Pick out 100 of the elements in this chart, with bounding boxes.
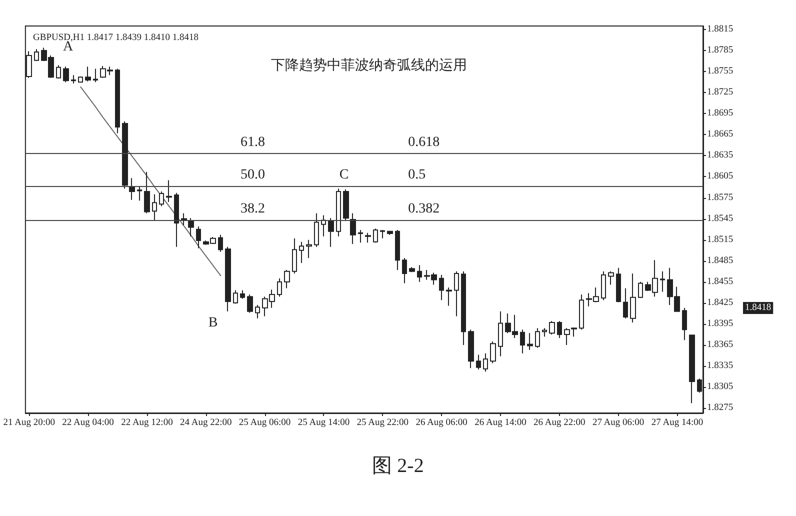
candlestick: [277, 278, 282, 298]
x-tick-label: 21 Aug 20:00: [3, 418, 56, 428]
candlestick: [336, 188, 341, 237]
candlestick: [520, 329, 525, 354]
annotation: 50.0: [240, 167, 266, 182]
candlestick: [601, 270, 606, 301]
annotation: 38.2: [240, 202, 266, 217]
x-tick-label: 25 Aug 06:00: [238, 418, 291, 428]
candlestick: [247, 294, 253, 314]
line-series: [80, 86, 222, 276]
candlestick: [181, 212, 187, 226]
candlestick: [93, 68, 98, 83]
candlestick: [299, 241, 304, 264]
candlestick: [660, 270, 665, 292]
x-tick-label: 26 Aug 06:00: [416, 418, 468, 428]
x-tick-label: 24 Aug 22:00: [180, 418, 232, 428]
candlestick: [188, 218, 194, 237]
candlestick: [152, 194, 157, 221]
candlestick: [549, 320, 555, 335]
x-tick-label: 26 Aug 14:00: [474, 418, 527, 428]
candlestick: [446, 287, 452, 306]
candlestick: [34, 48, 39, 62]
candlestick: [402, 258, 407, 284]
candlestick: [240, 290, 245, 300]
y-tick-label: 1.8425: [707, 298, 734, 308]
candlestick: [409, 266, 415, 273]
y-tick-label: 1.8785: [707, 46, 734, 56]
y-tick-label: 1.8335: [707, 361, 734, 372]
candlestick: [63, 66, 69, 83]
candlestick: [85, 66, 91, 82]
y-tick-label: 1.8455: [707, 276, 734, 287]
candlestick: [56, 64, 61, 80]
x-tick-label: 25 Aug 22:00: [356, 418, 409, 428]
candlestick: [225, 246, 231, 312]
candlestick: [78, 76, 83, 83]
annotation: 61.8: [240, 135, 266, 150]
candlestick: [115, 68, 120, 134]
candlestick: [314, 212, 319, 248]
x-tick-label: 25 Aug 14:00: [298, 418, 350, 428]
candlestick: [468, 329, 474, 369]
candlestick: [129, 178, 135, 200]
x-tick-label: 22 Aug 12:00: [121, 418, 174, 428]
candlestick: [490, 340, 496, 364]
candlestick: [527, 332, 533, 350]
candlestick: [682, 307, 687, 341]
candlestick: [358, 230, 363, 244]
y-tick-label: 1.8665: [707, 130, 734, 140]
candlestick: [461, 270, 466, 346]
candlestick: [350, 212, 356, 245]
text: 1.8418: [745, 303, 772, 313]
text: 下降趋势中菲波纳奇弧线的运用: [271, 58, 467, 74]
y-tick-label: 1.8275: [707, 403, 734, 414]
x-tick-label: 22 Aug 04:00: [62, 418, 114, 428]
candlestick: [218, 234, 223, 252]
candlestick: [255, 304, 260, 319]
candlestick: [638, 281, 643, 299]
candlestick: [608, 270, 614, 286]
candlestick: [454, 270, 459, 317]
candlestick: [498, 310, 503, 357]
y-tick-label: 1.8725: [707, 88, 734, 98]
annotation: 0.5: [408, 167, 426, 182]
candlestick: [306, 239, 312, 259]
candlestick: [196, 226, 201, 249]
candlestick: [328, 218, 334, 248]
candlestick: [292, 238, 297, 274]
y-tick-label: 1.8545: [707, 214, 734, 224]
candlestick: [387, 230, 393, 236]
candlestick: [373, 228, 378, 244]
annotation: C: [339, 168, 349, 182]
candlestick: [395, 230, 400, 270]
candlestick: [557, 320, 562, 338]
x-tick-label: 27 Aug 06:00: [592, 418, 644, 428]
y-tick-label: 1.8515: [707, 234, 734, 245]
candlestick: [159, 190, 164, 207]
y-tick-label: 1.8755: [707, 66, 734, 77]
candlestick: [623, 288, 628, 319]
y-tick-label: 1.8485: [707, 256, 734, 266]
candlestick: [542, 328, 547, 338]
candlestick: [439, 274, 444, 301]
y-tick-label: 1.8695: [707, 108, 734, 119]
candlestick: [284, 269, 290, 289]
candlestick: [122, 120, 128, 190]
candlestick: [233, 290, 238, 304]
candlestick: [535, 328, 540, 348]
x-tick-label: 27 Aug 14:00: [651, 418, 704, 428]
candlestick: [166, 180, 172, 202]
y-tick-label: 1.8815: [707, 24, 734, 35]
candlestick: [380, 230, 385, 239]
candlestick: [71, 74, 76, 84]
y-tick-label: 1.8395: [707, 318, 734, 329]
candlestick: [616, 267, 621, 303]
annotation: B: [208, 316, 218, 330]
candlestick: [476, 354, 481, 370]
y-tick-label: 1.8575: [707, 192, 734, 203]
y-tick-label: 1.8605: [707, 172, 734, 182]
y-tick-label: 1.8305: [707, 382, 734, 392]
candlestick: [630, 272, 636, 324]
candlestick: [689, 334, 695, 404]
candlestick: [137, 186, 142, 202]
candlestick: [365, 232, 371, 244]
